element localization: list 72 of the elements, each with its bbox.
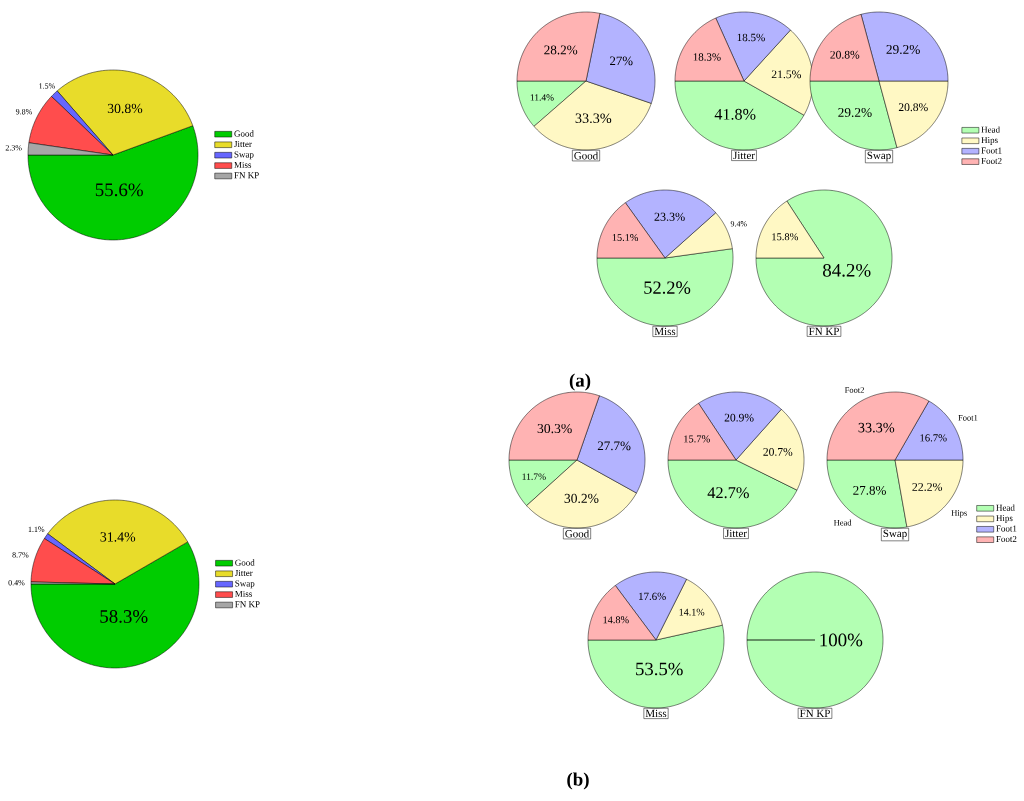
data-label: 14.1% bbox=[679, 608, 705, 616]
data-label: 15.7% bbox=[684, 435, 710, 443]
text: Hips bbox=[951, 510, 967, 518]
legend-label: Good bbox=[235, 559, 255, 566]
legend-label: Foot2 bbox=[981, 157, 1002, 164]
legend-label: Hips bbox=[981, 137, 998, 145]
data-label: 18.3% bbox=[693, 53, 721, 61]
data-label: 30.8% bbox=[107, 103, 143, 114]
data-label: 11.4% bbox=[530, 94, 554, 101]
text: Swap bbox=[867, 151, 891, 162]
text: (a) bbox=[569, 373, 591, 391]
legend-label: Foot2 bbox=[996, 535, 1017, 543]
legend-label: FN KP bbox=[235, 601, 260, 608]
legend-label: Miss bbox=[235, 590, 252, 597]
data-label: 27.8% bbox=[853, 485, 886, 495]
legend-label: Jitter bbox=[234, 141, 252, 148]
data-label: 21.5% bbox=[771, 70, 801, 79]
legend-label: Hips bbox=[996, 515, 1013, 523]
legend-label: Foot1 bbox=[981, 147, 1002, 154]
data-label: 30.3% bbox=[537, 423, 572, 434]
data-label: 20.8% bbox=[898, 103, 928, 112]
data-label: 14.8% bbox=[603, 616, 629, 624]
legend-label: FN KP bbox=[234, 172, 259, 179]
data-label: 20.8% bbox=[830, 50, 860, 59]
legend-label: Swap bbox=[235, 580, 255, 589]
text: Good bbox=[574, 151, 599, 160]
text: Foot2 bbox=[844, 387, 864, 393]
data-label: 11.7% bbox=[522, 473, 546, 480]
data-label: 42.7% bbox=[707, 487, 749, 499]
legend-label: Head bbox=[996, 504, 1015, 511]
text: Miss bbox=[645, 709, 667, 718]
text: FN KP bbox=[808, 327, 839, 335]
data-label: 20.9% bbox=[724, 413, 754, 422]
legend-label: Jitter bbox=[235, 570, 253, 577]
data-label: 29.2% bbox=[886, 44, 920, 55]
data-label: 20.7% bbox=[763, 447, 793, 456]
data-label: 53.5% bbox=[636, 662, 683, 676]
text: Jitter bbox=[733, 151, 755, 160]
data-label: 27% bbox=[610, 56, 633, 66]
data-label: 15.1% bbox=[612, 234, 639, 241]
text: Miss bbox=[654, 327, 676, 336]
data-label: 100% bbox=[820, 633, 863, 647]
text: Jitter bbox=[725, 529, 747, 538]
data-label: 31.4% bbox=[100, 532, 136, 542]
legend-label: Foot1 bbox=[996, 525, 1017, 532]
data-label: 28.2% bbox=[544, 45, 578, 55]
legend-label: Swap bbox=[234, 151, 254, 160]
data-label: 55.6% bbox=[95, 183, 143, 197]
text: (b) bbox=[567, 772, 589, 790]
data-label: 58.3% bbox=[100, 610, 148, 623]
text: Swap bbox=[883, 529, 907, 540]
text: Good bbox=[565, 529, 590, 538]
data-label: 22.2% bbox=[912, 482, 943, 491]
text: FN KP bbox=[799, 709, 830, 717]
data-label: 23.3% bbox=[654, 212, 685, 221]
data-label: 15.8% bbox=[772, 233, 798, 241]
data-label: 33.3% bbox=[575, 113, 612, 124]
legend-label: Miss bbox=[234, 161, 252, 168]
data-label: 17.6% bbox=[639, 592, 666, 601]
legend-label: Head bbox=[981, 126, 1000, 133]
data-label: 16.7% bbox=[920, 434, 947, 442]
data-label: 30.2% bbox=[564, 493, 599, 504]
data-label: 52.2% bbox=[644, 281, 691, 294]
data-label: 41.8% bbox=[714, 108, 756, 120]
data-label: 84.2% bbox=[823, 263, 871, 277]
legend-label: Good bbox=[234, 130, 254, 137]
data-label: 29.2% bbox=[838, 107, 872, 118]
data-label: 18.5% bbox=[737, 33, 765, 42]
text: Foot1 bbox=[958, 414, 978, 421]
data-label: 33.3% bbox=[858, 422, 895, 433]
data-label: 27.7% bbox=[597, 441, 631, 451]
text: Head bbox=[833, 519, 852, 526]
